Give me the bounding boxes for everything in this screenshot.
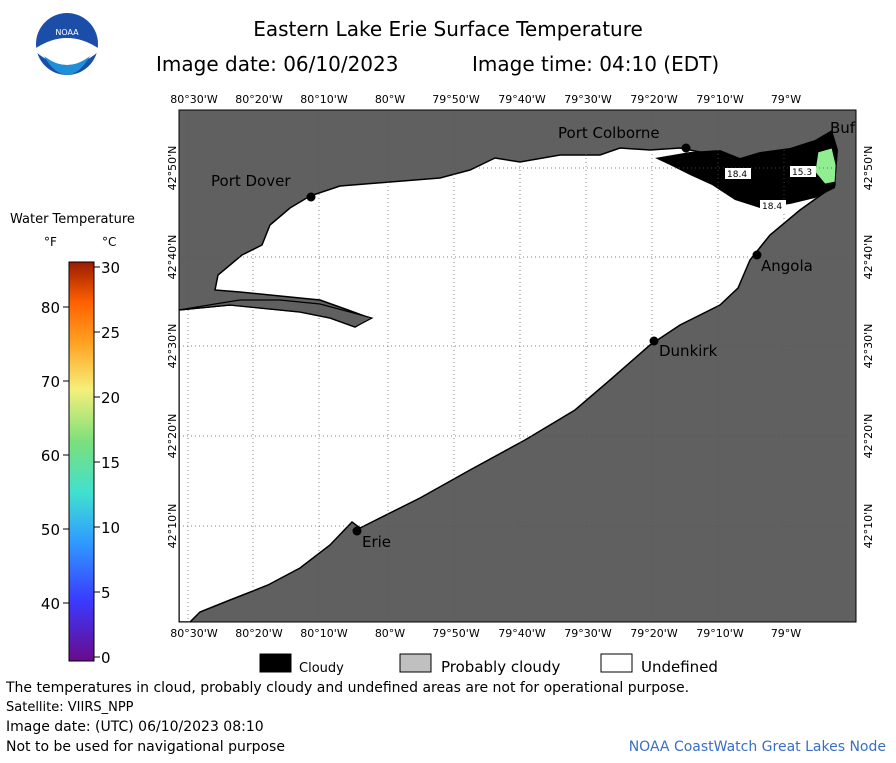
map-area: [179, 110, 856, 622]
port-colborne-marker: [681, 143, 691, 153]
svg-text:80°30'W: 80°30'W: [170, 93, 218, 106]
angola-marker: [752, 250, 762, 260]
c-tick: 30: [101, 259, 120, 277]
unit-fahrenheit: °F: [44, 235, 57, 249]
disclaimer-text: The temperatures in cloud, probably clou…: [6, 680, 690, 696]
noaa-logo-text: NOAA: [55, 28, 79, 37]
buffalo-marker: [823, 137, 833, 147]
svg-text:42°50'N: 42°50'N: [862, 146, 875, 191]
image-time: Image time: 04:10 (EDT): [472, 52, 720, 76]
f-tick: 80: [41, 299, 60, 317]
c-tick: 5: [101, 584, 111, 602]
svg-text:79°10'W: 79°10'W: [696, 627, 744, 640]
svg-text:79°20'W: 79°20'W: [630, 627, 678, 640]
erie-label: Erie: [362, 533, 391, 551]
legend-cloudy-swatch: [259, 653, 292, 673]
svg-text:42°20'N: 42°20'N: [862, 414, 875, 459]
dunkirk-marker: [649, 336, 659, 346]
svg-text:79°40'W: 79°40'W: [498, 627, 546, 640]
lake-erie-water: [179, 139, 836, 622]
long-point: [179, 299, 374, 328]
c-tick: 15: [101, 454, 120, 472]
credit-text: NOAA CoastWatch Great Lakes Node: [628, 739, 886, 755]
legend: Cloudy Probably cloudy Undefined: [259, 653, 718, 676]
svg-text:79°10'W: 79°10'W: [696, 93, 744, 106]
svg-text:42°10'N: 42°10'N: [166, 504, 179, 549]
f-tick: 60: [41, 447, 60, 465]
legend-probably-cloudy-swatch: [399, 653, 432, 673]
svg-text:79°30'W: 79°30'W: [564, 627, 612, 640]
place-labels: Port Colborne Port Dover Angola Dunkirk …: [211, 119, 856, 551]
svg-text:80°10'W: 80°10'W: [300, 627, 348, 640]
svg-text:80°W: 80°W: [375, 93, 405, 106]
svg-text:79°20'W: 79°20'W: [630, 93, 678, 106]
lat-labels-left: 42°50'N 42°40'N 42°30'N 42°20'N 42°10'N: [166, 146, 179, 549]
erie-marker: [352, 526, 362, 536]
temp-labels: 18.4 15.3 18.4: [725, 166, 816, 212]
temp-label: 18.4: [727, 170, 747, 180]
svg-text:80°10'W: 80°10'W: [300, 93, 348, 106]
port-dover-label: Port Dover: [211, 172, 291, 190]
city-markers: [306, 137, 833, 536]
colorbar: Water Temperature °F °C 80 70 60 50 40 3…: [10, 212, 135, 667]
page-title: Eastern Lake Erie Surface Temperature: [253, 17, 643, 41]
svg-text:79°W: 79°W: [771, 93, 801, 106]
svg-text:42°50'N: 42°50'N: [166, 146, 179, 191]
nav-warning-text: Not to be used for navigational purpose: [6, 739, 285, 755]
legend-probably-cloudy-label: Probably cloudy: [441, 658, 560, 676]
svg-text:79°W: 79°W: [771, 627, 801, 640]
svg-text:42°30'N: 42°30'N: [166, 324, 179, 369]
port-dover-marker: [306, 192, 316, 202]
unit-celsius: °C: [102, 235, 116, 249]
f-tick: 40: [41, 595, 60, 613]
svg-text:79°30'W: 79°30'W: [564, 93, 612, 106]
f-tick: 70: [41, 373, 60, 391]
f-tick: 50: [41, 521, 60, 539]
colorbar-gradient: [68, 261, 95, 662]
legend-undefined-label: Undefined: [641, 658, 718, 676]
svg-text:80°30'W: 80°30'W: [170, 627, 218, 640]
utc-date-text: Image date: (UTC) 06/10/2023 08:10: [6, 719, 264, 735]
colorbar-title: Water Temperature: [10, 212, 135, 227]
svg-text:79°50'W: 79°50'W: [432, 93, 480, 106]
svg-text:42°10'N: 42°10'N: [862, 504, 875, 549]
svg-text:42°40'N: 42°40'N: [166, 235, 179, 280]
c-tick: 10: [101, 519, 120, 537]
lon-labels-bottom: 80°30'W 80°20'W 80°10'W 80°W 79°50'W 79°…: [170, 627, 801, 640]
legend-undefined-swatch: [600, 653, 633, 673]
port-colborne-label: Port Colborne: [558, 124, 660, 142]
svg-text:42°40'N: 42°40'N: [862, 235, 875, 280]
svg-text:42°30'N: 42°30'N: [862, 324, 875, 369]
image-date: Image date: 06/10/2023: [156, 52, 399, 76]
svg-text:79°40'W: 79°40'W: [498, 93, 546, 106]
svg-text:79°50'W: 79°50'W: [432, 627, 480, 640]
temp-label: 18.4: [762, 202, 782, 212]
svg-text:80°20'W: 80°20'W: [235, 93, 283, 106]
c-tick: 25: [101, 324, 120, 342]
angola-label: Angola: [761, 257, 813, 275]
svg-text:80°W: 80°W: [375, 627, 405, 640]
c-tick: 0: [101, 649, 111, 667]
legend-cloudy-label: Cloudy: [299, 661, 344, 676]
temp-label: 15.3: [792, 168, 812, 178]
buffalo-label: Buf: [830, 119, 856, 137]
lat-labels-right: 42°50'N 42°40'N 42°30'N 42°20'N 42°10'N: [862, 146, 875, 549]
svg-text:80°20'W: 80°20'W: [235, 627, 283, 640]
dunkirk-label: Dunkirk: [659, 342, 718, 360]
svg-text:42°20'N: 42°20'N: [166, 414, 179, 459]
c-tick: 20: [101, 389, 120, 407]
map-frame: [178, 109, 857, 623]
lon-labels-top: 80°30'W 80°20'W 80°10'W 80°W 79°50'W 79°…: [170, 93, 801, 106]
satellite-text: Satellite: VIIRS_NPP: [6, 700, 134, 715]
noaa-logo: NOAA: [36, 13, 98, 75]
